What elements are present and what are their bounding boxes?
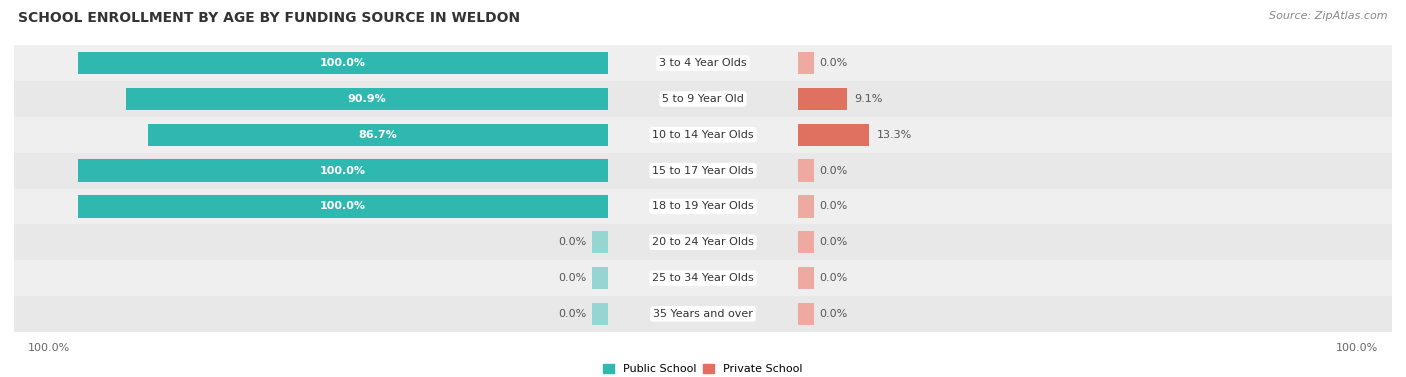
Bar bbox=[14, 81, 1392, 117]
Bar bbox=[592, 231, 607, 253]
Text: 35 Years and over: 35 Years and over bbox=[652, 309, 754, 319]
Text: 90.9%: 90.9% bbox=[347, 94, 387, 104]
Text: 0.0%: 0.0% bbox=[820, 309, 848, 319]
Text: 100.0%: 100.0% bbox=[319, 201, 366, 211]
Text: 18 to 19 Year Olds: 18 to 19 Year Olds bbox=[652, 201, 754, 211]
Bar bbox=[77, 52, 607, 74]
Text: 0.0%: 0.0% bbox=[558, 237, 586, 247]
Text: 5 to 9 Year Old: 5 to 9 Year Old bbox=[662, 94, 744, 104]
Bar bbox=[14, 188, 1392, 224]
Text: 0.0%: 0.0% bbox=[558, 273, 586, 283]
Bar bbox=[799, 303, 814, 325]
Legend: Public School, Private School: Public School, Private School bbox=[600, 361, 806, 377]
Bar bbox=[799, 124, 869, 146]
Bar bbox=[148, 124, 607, 146]
Bar bbox=[799, 159, 814, 182]
Text: 86.7%: 86.7% bbox=[359, 130, 398, 140]
Bar bbox=[14, 117, 1392, 153]
Text: 0.0%: 0.0% bbox=[558, 309, 586, 319]
Bar bbox=[14, 296, 1392, 332]
Text: 9.1%: 9.1% bbox=[855, 94, 883, 104]
Text: 3 to 4 Year Olds: 3 to 4 Year Olds bbox=[659, 58, 747, 68]
Text: 100.0%: 100.0% bbox=[1336, 343, 1378, 353]
Text: Source: ZipAtlas.com: Source: ZipAtlas.com bbox=[1270, 11, 1388, 21]
Bar bbox=[77, 195, 607, 218]
Bar bbox=[799, 267, 814, 289]
Text: 100.0%: 100.0% bbox=[28, 343, 70, 353]
Text: SCHOOL ENROLLMENT BY AGE BY FUNDING SOURCE IN WELDON: SCHOOL ENROLLMENT BY AGE BY FUNDING SOUR… bbox=[18, 11, 520, 25]
Bar bbox=[799, 52, 814, 74]
Text: 100.0%: 100.0% bbox=[319, 58, 366, 68]
Text: 0.0%: 0.0% bbox=[820, 58, 848, 68]
Bar bbox=[14, 45, 1392, 81]
Text: 0.0%: 0.0% bbox=[820, 237, 848, 247]
Bar bbox=[592, 267, 607, 289]
Text: 10 to 14 Year Olds: 10 to 14 Year Olds bbox=[652, 130, 754, 140]
Bar bbox=[799, 195, 814, 218]
Bar bbox=[799, 231, 814, 253]
Bar bbox=[127, 88, 607, 110]
Text: 15 to 17 Year Olds: 15 to 17 Year Olds bbox=[652, 166, 754, 176]
Text: 0.0%: 0.0% bbox=[820, 166, 848, 176]
Bar bbox=[592, 303, 607, 325]
Bar bbox=[14, 224, 1392, 260]
Bar bbox=[77, 159, 607, 182]
Text: 13.3%: 13.3% bbox=[877, 130, 912, 140]
Text: 20 to 24 Year Olds: 20 to 24 Year Olds bbox=[652, 237, 754, 247]
Text: 25 to 34 Year Olds: 25 to 34 Year Olds bbox=[652, 273, 754, 283]
Bar bbox=[14, 153, 1392, 188]
Bar bbox=[799, 88, 846, 110]
Bar bbox=[14, 260, 1392, 296]
Text: 100.0%: 100.0% bbox=[319, 166, 366, 176]
Text: 0.0%: 0.0% bbox=[820, 201, 848, 211]
Text: 0.0%: 0.0% bbox=[820, 273, 848, 283]
